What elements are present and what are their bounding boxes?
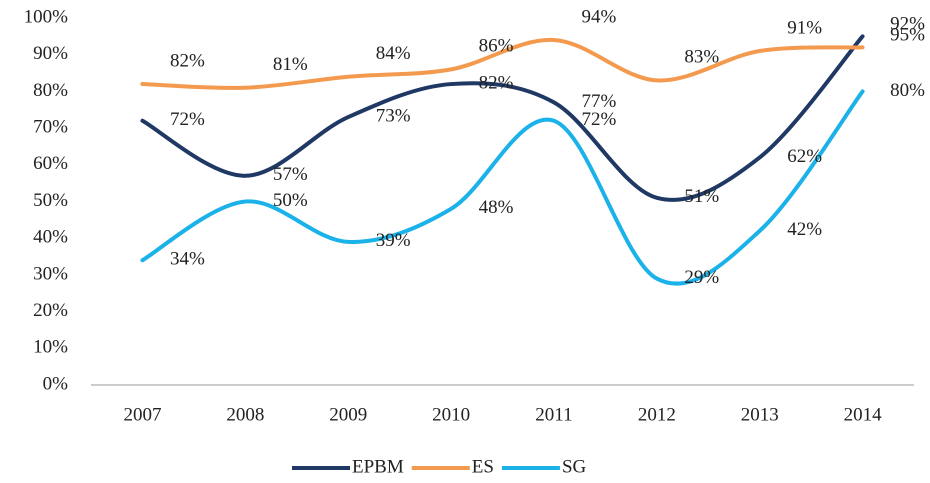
y-tick-label: 80% — [33, 80, 68, 101]
x-tick-label: 2013 — [741, 404, 779, 425]
data-label: 82% — [170, 50, 205, 71]
data-label: 51% — [684, 186, 719, 207]
legend-label: SG — [562, 456, 587, 477]
y-tick-label: 10% — [33, 337, 68, 358]
data-label: 34% — [170, 249, 205, 270]
data-label: 77% — [582, 91, 617, 112]
data-label: 72% — [170, 109, 205, 130]
data-label: 39% — [376, 230, 411, 251]
y-tick-label: 50% — [33, 190, 68, 211]
data-label: 94% — [582, 6, 617, 27]
data-label: 95% — [890, 25, 925, 46]
x-tick-label: 2008 — [226, 404, 264, 425]
y-tick-label: 70% — [33, 116, 68, 137]
y-tick-label: 90% — [33, 43, 68, 64]
series-line — [140, 89, 865, 286]
data-label: 83% — [684, 47, 719, 68]
y-tick-label: 40% — [33, 227, 68, 248]
data-label: 80% — [890, 80, 925, 101]
data-label: 48% — [479, 197, 514, 218]
x-tick-label: 2012 — [638, 404, 676, 425]
series-line — [140, 34, 865, 202]
y-tick-label: 30% — [33, 263, 68, 284]
data-label: 62% — [787, 146, 822, 167]
x-tick-label: 2011 — [535, 404, 572, 425]
series-line — [140, 38, 865, 90]
x-tick-label: 2007 — [123, 404, 161, 425]
data-label: 92% — [890, 14, 925, 35]
data-label: 50% — [273, 190, 308, 211]
data-label: 42% — [787, 219, 822, 240]
y-tick-label: 60% — [33, 153, 68, 174]
legend-label: ES — [472, 456, 494, 477]
data-label: 86% — [479, 36, 514, 57]
y-tick-label: 100% — [24, 6, 69, 27]
y-tick-label: 0% — [43, 373, 69, 394]
data-label: 73% — [376, 105, 411, 126]
data-label: 72% — [582, 109, 617, 130]
legend-label: EPBM — [352, 456, 404, 477]
data-label: 29% — [684, 267, 719, 288]
x-tick-label: 2010 — [432, 404, 470, 425]
data-label: 57% — [273, 164, 308, 185]
data-label: 91% — [787, 17, 822, 38]
y-tick-label: 20% — [33, 300, 68, 321]
data-label: 81% — [273, 54, 308, 75]
x-tick-label: 2014 — [844, 404, 883, 425]
data-label: 82% — [479, 72, 514, 93]
x-tick-label: 2009 — [329, 404, 367, 425]
data-label: 84% — [376, 43, 411, 64]
